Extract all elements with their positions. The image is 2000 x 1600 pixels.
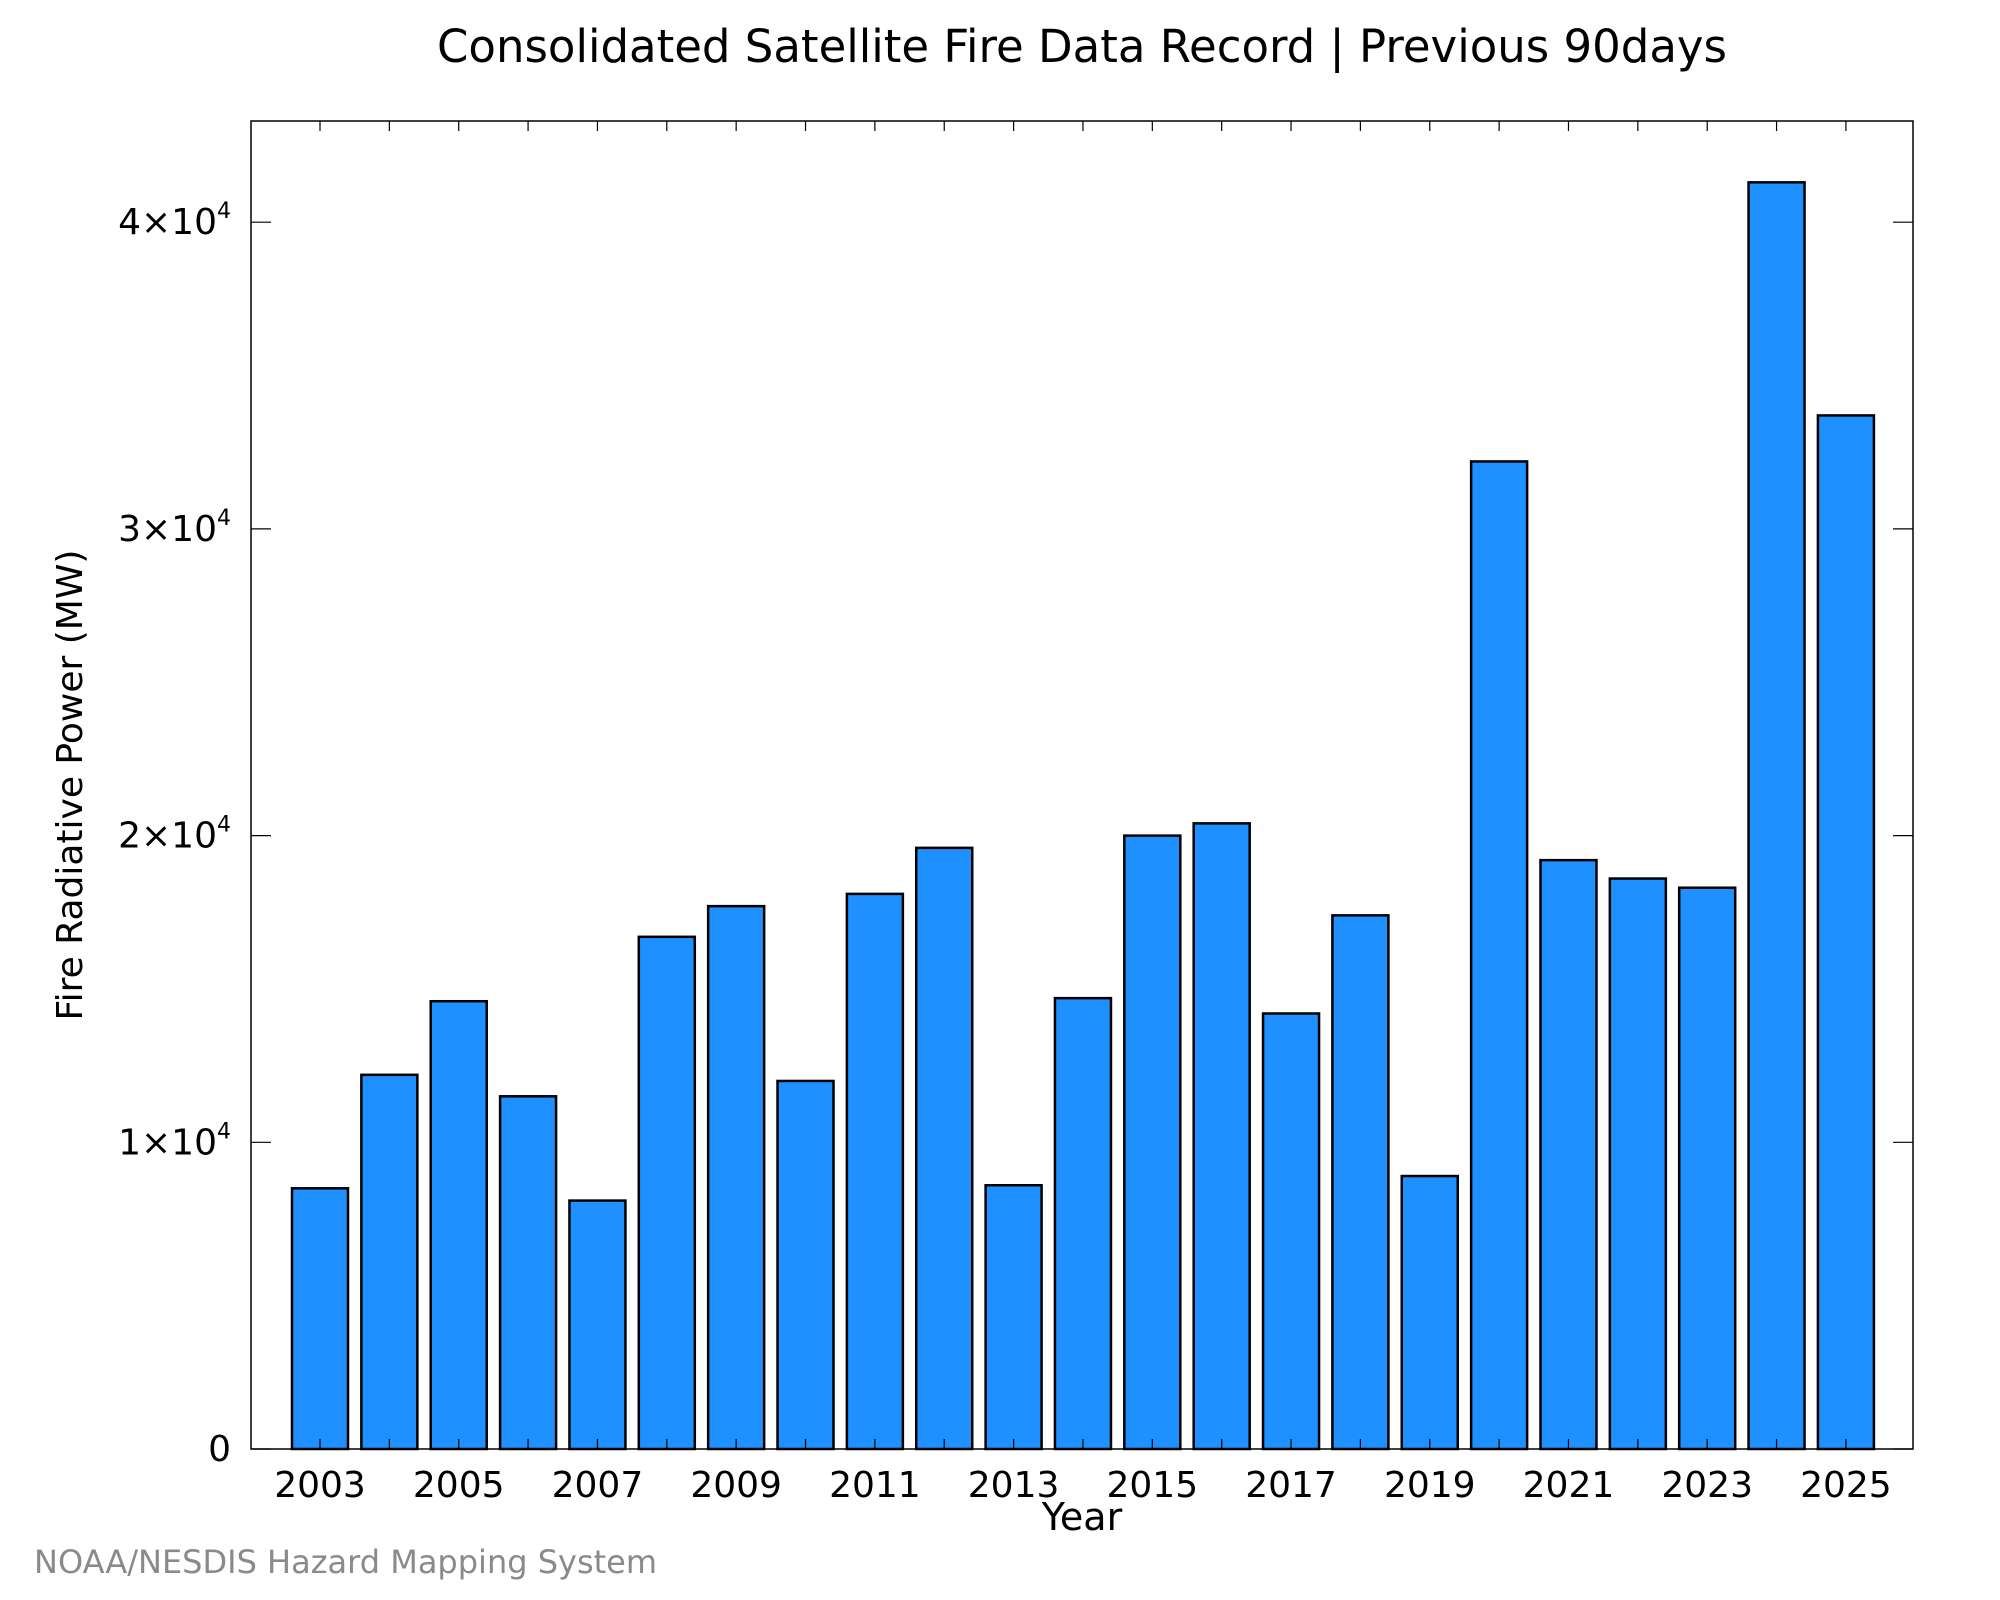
x-tick-label: 2015 <box>1107 1465 1199 1506</box>
x-tick-label: 2025 <box>1800 1465 1892 1506</box>
bar-2012 <box>914 846 974 1451</box>
y-axis-label: Fire Radiative Power (MW) <box>50 550 91 1021</box>
x-tick-label: 2017 <box>1245 1465 1337 1506</box>
bar-2019 <box>1400 1174 1460 1451</box>
x-axis-label: Year <box>1041 1495 1123 1539</box>
bar-2014 <box>1053 996 1113 1451</box>
bar-2007 <box>568 1199 627 1451</box>
x-axis-ticks: 2003 2005 2007 2009 2011 2013 2015 2017 2019 2021… <box>274 121 1892 1506</box>
bar-2017 <box>1261 1012 1321 1451</box>
bar-2010 <box>776 1079 835 1451</box>
bar-2004 <box>360 1073 419 1451</box>
bar-2024 <box>1747 181 1806 1451</box>
bar-2022 <box>1608 877 1668 1451</box>
bar-2008 <box>637 935 697 1451</box>
y-tick-label: 4×104 <box>118 199 231 243</box>
chart-title: Consolidated Satellite Fire Data Record … <box>437 20 1727 73</box>
bar-2006 <box>498 1095 558 1451</box>
x-tick-label: 2023 <box>1661 1465 1753 1506</box>
x-tick-label: 2011 <box>829 1465 921 1506</box>
bar-2018 <box>1331 914 1390 1451</box>
bar-2009 <box>706 904 766 1451</box>
x-tick-label: 2007 <box>552 1465 644 1506</box>
x-tick-label: 2013 <box>968 1465 1060 1506</box>
bar-2021 <box>1539 858 1598 1451</box>
y-axis-ticks: 0 1×104 2×104 3×104 4×104 <box>118 199 1913 1470</box>
x-tick-label: 2021 <box>1523 1465 1615 1506</box>
bar-2003 <box>290 1187 350 1451</box>
bar-2020 <box>1469 460 1529 1451</box>
bar-2015 <box>1123 834 1182 1451</box>
y-tick-label: 2×104 <box>118 813 231 857</box>
y-tick-label: 3×104 <box>118 506 231 550</box>
bars-group <box>290 181 1876 1451</box>
footer-credit: NOAA/NESDIS Hazard Mapping System <box>34 1543 657 1581</box>
x-tick-label: 2009 <box>690 1465 782 1506</box>
bar-2005 <box>429 999 488 1451</box>
bar-2016 <box>1192 822 1251 1451</box>
bar-2023 <box>1677 886 1737 1451</box>
y-tick-label: 0 <box>208 1429 231 1470</box>
x-tick-label: 2005 <box>413 1465 505 1506</box>
bar-2025 <box>1816 414 1876 1451</box>
bar-2011 <box>845 892 905 1451</box>
bar-2013 <box>984 1183 1043 1451</box>
y-tick-label: 1×104 <box>118 1119 231 1163</box>
x-tick-label: 2019 <box>1384 1465 1476 1506</box>
x-tick-label: 2003 <box>274 1465 366 1506</box>
